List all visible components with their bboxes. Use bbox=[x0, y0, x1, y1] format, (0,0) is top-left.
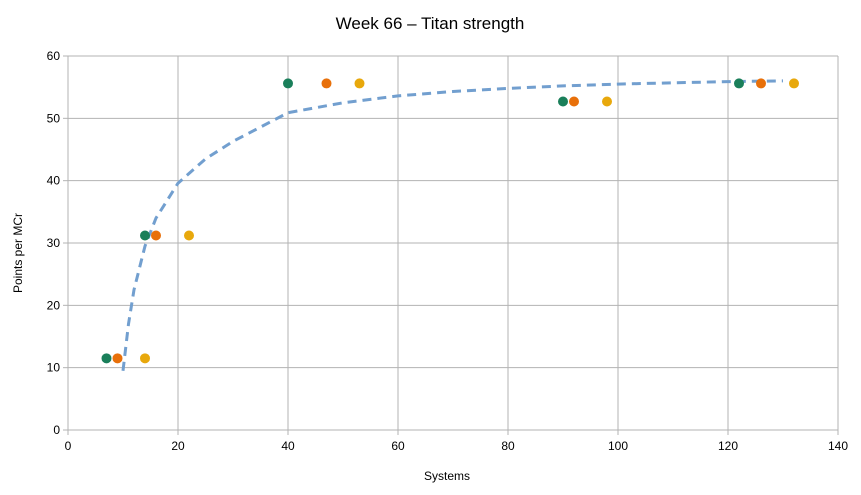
y-tick-label: 50 bbox=[47, 111, 61, 125]
data-point bbox=[355, 78, 365, 88]
x-tick-label: 120 bbox=[718, 439, 738, 453]
grid bbox=[68, 56, 838, 430]
x-axis-label: Systems bbox=[424, 469, 470, 483]
axes bbox=[63, 56, 838, 435]
data-point bbox=[283, 78, 293, 88]
data-point bbox=[151, 231, 161, 241]
y-tick-label: 30 bbox=[47, 236, 61, 250]
data-point bbox=[558, 97, 568, 107]
trendline bbox=[123, 81, 783, 371]
x-tick-label: 0 bbox=[65, 439, 72, 453]
data-point bbox=[140, 231, 150, 241]
x-tick-label: 140 bbox=[828, 439, 848, 453]
data-point bbox=[602, 97, 612, 107]
x-tick-label: 60 bbox=[391, 439, 405, 453]
chart-title: Week 66 – Titan strength bbox=[336, 14, 525, 33]
data-point bbox=[569, 97, 579, 107]
data-point bbox=[734, 78, 744, 88]
y-tick-label: 20 bbox=[47, 298, 61, 312]
y-tick-label: 40 bbox=[47, 174, 61, 188]
data-point bbox=[756, 78, 766, 88]
data-point bbox=[102, 353, 112, 363]
y-tick-label: 60 bbox=[47, 49, 61, 63]
x-tick-label: 40 bbox=[281, 439, 295, 453]
x-tick-label: 100 bbox=[608, 439, 628, 453]
x-tick-label: 80 bbox=[501, 439, 515, 453]
data-point bbox=[140, 353, 150, 363]
data-point bbox=[789, 78, 799, 88]
y-axis-label: Points per MCr bbox=[11, 213, 25, 293]
y-tick-label: 10 bbox=[47, 361, 61, 375]
data-point bbox=[322, 78, 332, 88]
points-layer bbox=[102, 78, 800, 363]
trendline-layer bbox=[123, 81, 783, 371]
y-tick-label: 0 bbox=[53, 423, 60, 437]
data-point bbox=[113, 353, 123, 363]
data-point bbox=[184, 231, 194, 241]
x-tick-label: 20 bbox=[171, 439, 185, 453]
